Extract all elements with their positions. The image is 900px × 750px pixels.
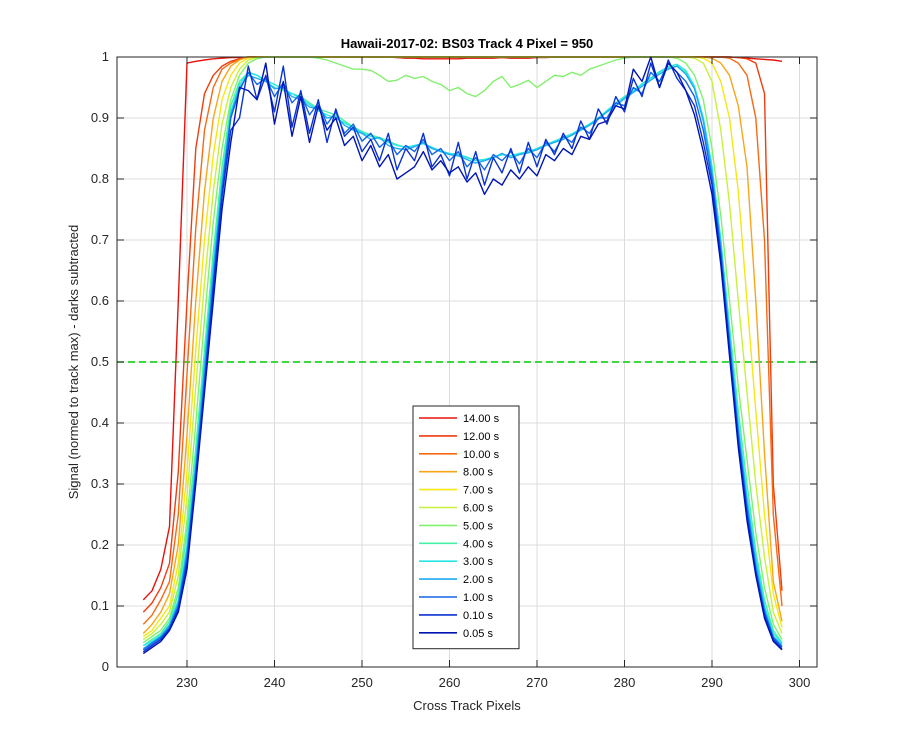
chart-title: Hawaii-2017-02: BS03 Track 4 Pixel = 950 [341, 36, 594, 51]
legend-entry: 10.00 s [463, 449, 500, 461]
legend-entry: 2.00 s [463, 574, 493, 586]
legend-box [412, 405, 520, 650]
y-tick-label: 0 [102, 659, 109, 674]
y-tick-label: 1 [102, 49, 109, 64]
y-tick-label: 0.3 [91, 476, 109, 491]
x-tick-label: 260 [439, 675, 461, 690]
x-tick-label: 240 [264, 675, 286, 690]
ticks: 230 240 250 260 270 280 290 300 0 0.1 0.2 0.3 0.4 0.5… [91, 49, 817, 690]
legend: 14.00 s 12.00 s 10.00 s 8.00 s 7.00 s 6.00 s 5… [412, 405, 520, 650]
y-tick-label: 0.1 [91, 598, 109, 613]
legend-entry: 1.00 s [463, 592, 493, 604]
y-tick-label: 0.5 [91, 354, 109, 369]
y-tick-label: 0.8 [91, 171, 109, 186]
legend-entry: 4.00 s [463, 538, 493, 550]
series-line-0-05-s [142, 56, 783, 655]
y-tick-label: 0.4 [91, 415, 109, 430]
legend-entry: 6.00 s [463, 503, 493, 515]
legend-entry: 12.00 s [463, 431, 500, 443]
y-tick-label: 0.7 [91, 232, 109, 247]
legend-entry: 8.00 s [463, 467, 493, 479]
legend-entry: 3.00 s [463, 556, 493, 568]
series-line-2-00-s [142, 65, 783, 650]
legend-entry: 0.05 s [463, 628, 493, 640]
y-tick-label: 0.9 [91, 110, 109, 125]
series-line-0-10-s [142, 59, 783, 653]
y-axis-label: Signal (normed to track max) - darks sub… [66, 225, 81, 500]
x-tick-label: 300 [789, 675, 811, 690]
x-axis-label: Cross Track Pixels [413, 698, 521, 713]
legend-entry: 14.00 s [463, 413, 500, 425]
legend-entry: 7.00 s [463, 485, 493, 497]
y-tick-label: 0.2 [91, 537, 109, 552]
series-line-5-00-s [142, 56, 783, 644]
x-tick-label: 280 [614, 675, 636, 690]
y-tick-label: 0.6 [91, 293, 109, 308]
x-tick-label: 290 [701, 675, 723, 690]
x-tick-label: 230 [176, 675, 198, 690]
x-tick-label: 250 [351, 675, 373, 690]
legend-entry: 0.10 s [463, 610, 493, 622]
x-tick-label: 270 [526, 675, 548, 690]
legend-entry: 5.00 s [463, 520, 493, 532]
